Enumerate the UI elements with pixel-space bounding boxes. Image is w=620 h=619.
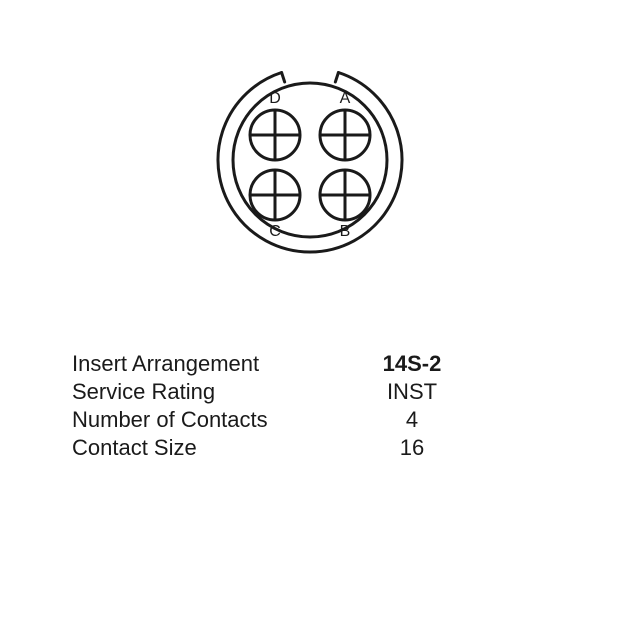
contact-label-a: A — [340, 90, 351, 107]
connector-diagram: A D B C — [210, 60, 410, 260]
page-root: A D B C Insert Arrangement 14S-2 Service Ra… — [0, 0, 620, 619]
spec-label-number-of-contacts: Number of Contacts — [72, 406, 332, 434]
key-notch-tick — [282, 73, 285, 83]
contact-label-d: D — [269, 90, 281, 107]
inner-ring — [233, 83, 387, 237]
spec-value-insert-arrangement: 14S-2 — [332, 350, 492, 378]
spec-label-service-rating: Service Rating — [72, 378, 332, 406]
spec-value-number-of-contacts: 4 — [332, 406, 492, 434]
spec-value-service-rating: INST — [332, 378, 492, 406]
spec-table: Insert Arrangement 14S-2 Service Rating … — [72, 350, 548, 463]
spec-row: Insert Arrangement 14S-2 — [72, 350, 548, 378]
spec-label-insert-arrangement: Insert Arrangement — [72, 350, 332, 378]
key-notch-tick — [335, 73, 338, 83]
spec-row: Contact Size 16 — [72, 434, 548, 462]
spec-value-contact-size: 16 — [332, 434, 492, 462]
spec-row: Service Rating INST — [72, 378, 548, 406]
spec-label-contact-size: Contact Size — [72, 434, 332, 462]
spec-row: Number of Contacts 4 — [72, 406, 548, 434]
outer-ring-arc — [218, 73, 402, 252]
contact-label-c: C — [269, 223, 281, 240]
contact-label-b: B — [340, 223, 351, 240]
connector-svg: A D B C — [210, 60, 410, 260]
